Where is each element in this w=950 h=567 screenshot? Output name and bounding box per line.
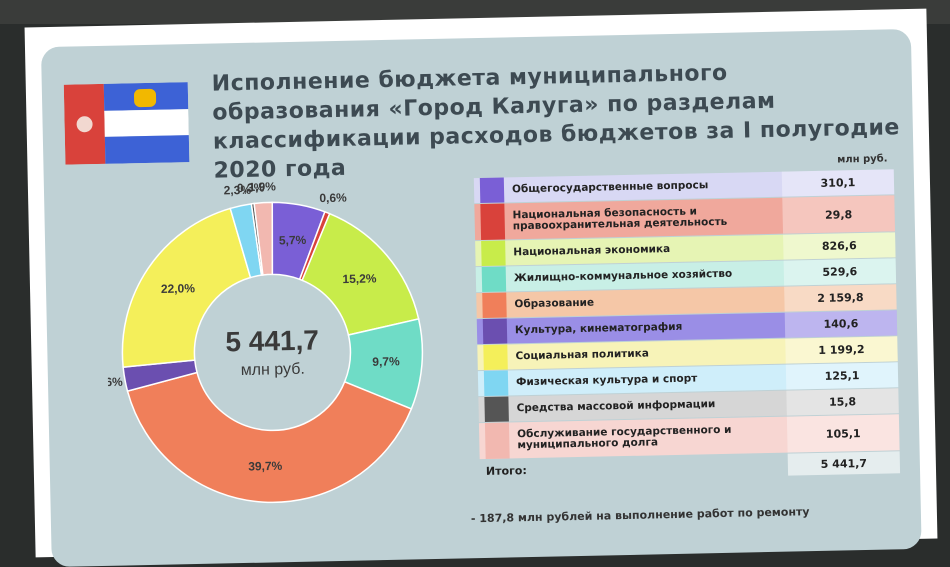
legend-swatch [484, 396, 509, 422]
legend-swatch [481, 240, 506, 266]
donut-hole [196, 276, 349, 429]
slide-title: Исполнение бюджета муниципального образо… [211, 60, 901, 184]
total-value: 5 441,7 [787, 451, 901, 476]
row-value: 529,6 [783, 258, 897, 286]
budget-table: млн руб. Общегосударственные вопросы 310,… [473, 153, 901, 482]
legend-swatch [480, 203, 506, 240]
row-value: 15,8 [786, 388, 899, 416]
pie-percent-label: 22,0% [161, 281, 196, 296]
budget-donut-chart: 5,7% 0,6% 15,2% 9,7% 39,7% 2,6% 22,0% 2,3%0,3%1… [104, 179, 424, 504]
row-value: 826,6 [783, 232, 896, 260]
legend-swatch [483, 344, 508, 370]
row-value: 310,1 [781, 169, 895, 197]
row-category: Национальная безопасность и правоохранит… [512, 205, 728, 233]
legend-swatch [482, 292, 507, 318]
pie-slice [121, 207, 252, 369]
row-value: 2 159,8 [784, 284, 897, 312]
row-value: 1 199,2 [785, 336, 898, 364]
legend-swatch [479, 177, 505, 203]
pie-percent-label: 0,3% [237, 181, 265, 196]
row-value: 29,8 [782, 195, 896, 234]
center-total-value: 5 441,7 [225, 324, 319, 357]
legend-swatch [483, 370, 509, 396]
pie-percent-label: 0,6% [319, 191, 347, 206]
unit-label: млн руб. [837, 153, 888, 166]
slide: Исполнение бюджета муниципального образо… [40, 28, 922, 567]
row-value: 140,6 [784, 310, 898, 338]
pie-percent-label: 9,7% [372, 354, 400, 369]
pie-percent-label: 2,6% [104, 375, 123, 390]
center-unit: млн руб. [241, 361, 305, 379]
pie-percent-label: 1,9% [248, 179, 276, 194]
legend-swatch [482, 318, 508, 344]
row-category: Обслуживание государственного и муниципа… [517, 423, 732, 452]
pie-percent-label: 39,7% [248, 459, 283, 474]
pie-percent-label: 15,2% [342, 271, 377, 286]
row-value: 125,1 [785, 362, 899, 390]
projection-screen: Исполнение бюджета муниципального образо… [24, 8, 938, 567]
kaluga-flag-icon [63, 82, 190, 165]
legend-swatch [481, 266, 507, 292]
legend-swatch [484, 422, 510, 459]
pie-slice [126, 371, 413, 504]
pie-percent-label: 5,7% [279, 233, 307, 248]
row-value: 105,1 [786, 414, 900, 453]
pie-slice [253, 201, 274, 276]
footer-note: - 187,8 млн рублей на выполнение работ п… [470, 505, 810, 526]
pie-percent-label: 2,3% [224, 183, 252, 198]
